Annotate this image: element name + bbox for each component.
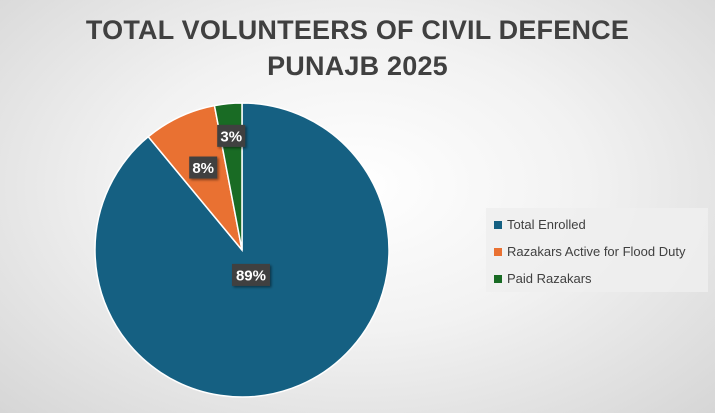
data-label-box-total-enrolled: [231, 263, 270, 286]
data-label-flood-duty: 8%: [189, 156, 218, 179]
data-label-paid-razakars: 3%: [217, 124, 246, 147]
chart-title-line-2: PUNAJB 2025: [267, 51, 448, 81]
legend: Total Enrolled Razakars Active for Flood…: [486, 208, 708, 292]
legend-label-paid-razakars: Paid Razakars: [507, 271, 592, 286]
legend-item-total-enrolled: Total Enrolled: [494, 211, 708, 238]
data-label-text-paid-razakars: 3%: [220, 128, 242, 145]
legend-item-paid-razakars: Paid Razakars: [494, 265, 708, 292]
legend-label-flood-duty: Razakars Active for Flood Duty: [507, 244, 686, 259]
legend-label-total-enrolled: Total Enrolled: [507, 217, 586, 232]
data-label-total-enrolled: 89%: [231, 263, 270, 286]
legend-item-flood-duty: Razakars Active for Flood Duty: [494, 238, 708, 265]
legend-swatch-flood-duty: [494, 247, 502, 256]
data-label-text-total-enrolled: 89%: [236, 267, 266, 284]
data-label-box-paid-razakars: [217, 124, 246, 147]
chart-title-line-1: TOTAL VOLUNTEERS OF CIVIL DEFENCE: [85, 15, 630, 45]
chart-title: TOTAL VOLUNTEERS OF CIVIL DEFENCE PUNAJB…: [0, 12, 715, 84]
legend-swatch-total-enrolled: [494, 220, 502, 229]
data-label-text-flood-duty: 8%: [192, 160, 214, 177]
legend-swatch-paid-razakars: [494, 274, 502, 283]
data-label-box-flood-duty: [189, 156, 218, 179]
